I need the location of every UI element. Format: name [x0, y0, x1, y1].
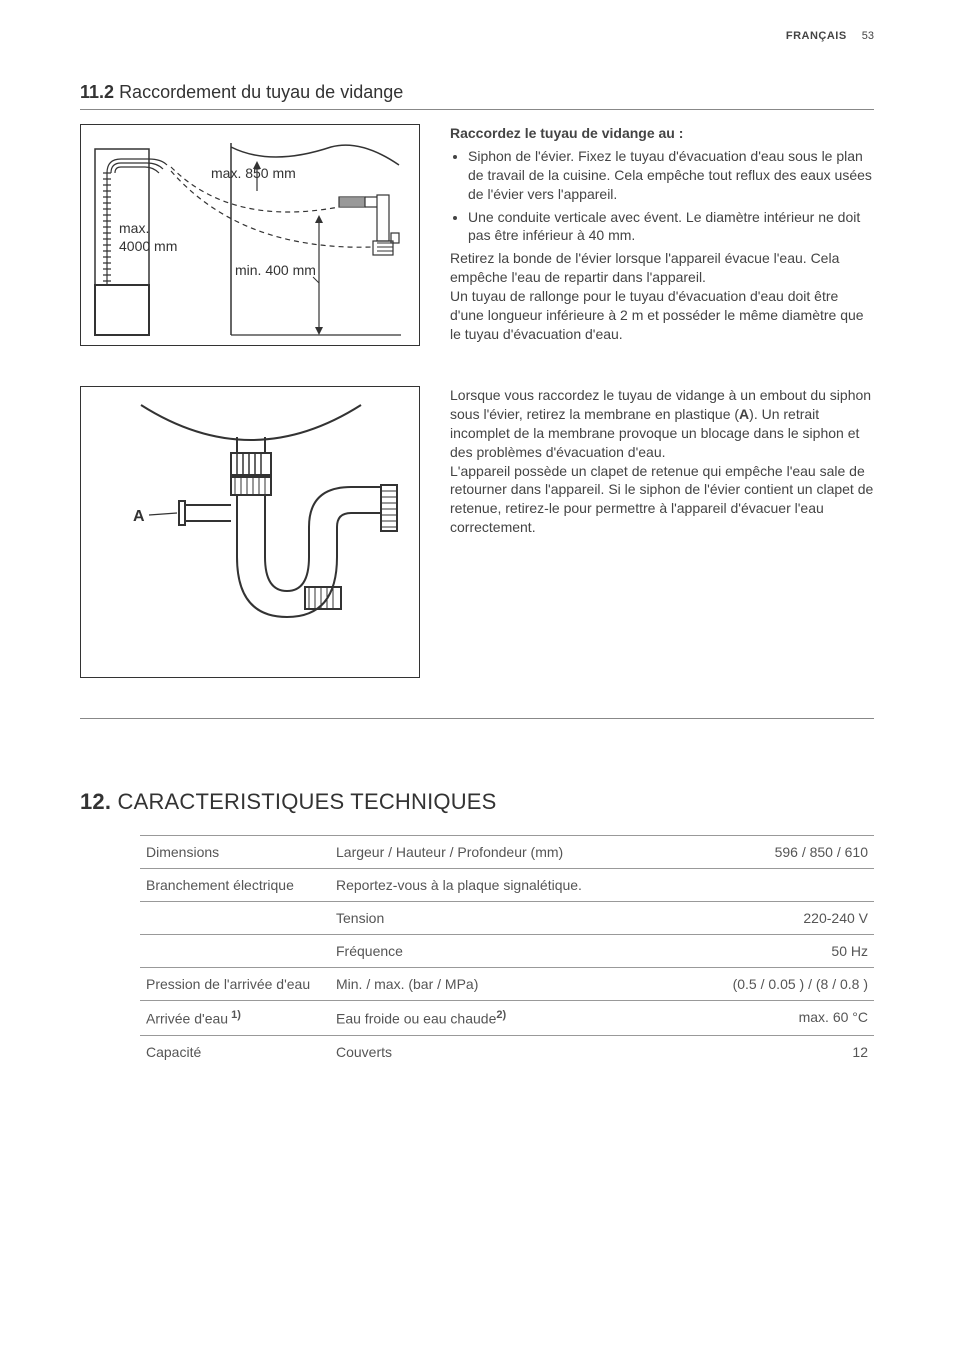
table-cell: Tension — [330, 902, 684, 935]
table-cell: Dimensions — [140, 836, 330, 869]
svg-text:min. 400 mm: min. 400 mm — [235, 262, 316, 278]
table-cell: Fréquence — [330, 935, 684, 968]
table-cell: 596 / 850 / 610 — [684, 836, 874, 869]
table-cell: Branchement électrique — [140, 869, 330, 902]
table-row: Arrivée d'eau 1)Eau froide ou eau chaude… — [140, 1001, 874, 1036]
table-cell — [140, 935, 330, 968]
table-row: Fréquence50 Hz — [140, 935, 874, 968]
content-row-1: max. 850 mm max. 4000 mm min. 400 mm Rac… — [80, 124, 874, 376]
table-cell — [140, 902, 330, 935]
section-title: CARACTERISTIQUES TECHNIQUES — [118, 789, 497, 814]
table-row: Pression de l'arrivée d'eauMin. / max. (… — [140, 968, 874, 1001]
diagram-2-wrap: A — [80, 386, 420, 708]
content-row-2: A Lorsque vous rac — [80, 386, 874, 708]
table-row: Tension220-240 V — [140, 902, 874, 935]
table-row: Branchement électriqueReportez-vous à la… — [140, 869, 874, 902]
table-cell: 50 Hz — [684, 935, 874, 968]
text-block-1: Raccordez le tuyau de vidange au : Sipho… — [450, 124, 874, 376]
table-cell: Arrivée d'eau 1) — [140, 1001, 330, 1036]
divider — [80, 109, 874, 110]
text-block-2: Lorsque vous raccordez le tuyau de vidan… — [450, 386, 874, 708]
diagram-1: max. 850 mm max. 4000 mm min. 400 mm — [80, 124, 420, 346]
text1-para2: Un tuyau de rallonge pour le tuyau d'éva… — [450, 287, 874, 344]
diagram-2: A — [80, 386, 420, 678]
table-row: CapacitéCouverts12 — [140, 1035, 874, 1068]
header-page-number: 53 — [862, 30, 874, 42]
subsection-title: Raccordement du tuyau de vidange — [119, 82, 403, 102]
section-heading: 12. CARACTERISTIQUES TECHNIQUES — [80, 789, 874, 815]
svg-text:A: A — [133, 508, 145, 525]
table-cell: Largeur / Hauteur / Profondeur (mm) — [330, 836, 684, 869]
table-cell: Capacité — [140, 1035, 330, 1068]
svg-text:4000 mm: 4000 mm — [119, 238, 177, 254]
text1-lead: Raccordez le tuyau de vidange au : — [450, 124, 874, 143]
table-cell: Reportez-vous à la plaque signalétique. — [330, 869, 684, 902]
list-item: Une conduite verticale avec évent. Le di… — [468, 208, 874, 246]
page-header: FRANÇAIS 53 — [80, 30, 874, 42]
diagram-1-wrap: max. 850 mm max. 4000 mm min. 400 mm — [80, 124, 420, 376]
list-item: Siphon de l'évier. Fixez le tuyau d'évac… — [468, 147, 874, 204]
svg-text:max.: max. — [119, 220, 149, 236]
text1-bullets: Siphon de l'évier. Fixez le tuyau d'évac… — [450, 147, 874, 245]
text2-para2: L'appareil possède un clapet de retenue … — [450, 462, 874, 538]
table-row: DimensionsLargeur / Hauteur / Profondeur… — [140, 836, 874, 869]
table-cell: 12 — [684, 1035, 874, 1068]
table-cell: Min. / max. (bar / MPa) — [330, 968, 684, 1001]
header-language: FRANÇAIS — [786, 30, 847, 42]
table-cell: 220-240 V — [684, 902, 874, 935]
diag1-label-maxtop: max. 850 mm — [211, 165, 296, 181]
spec-table: DimensionsLargeur / Hauteur / Profondeur… — [140, 835, 874, 1068]
section-number: 12. — [80, 789, 111, 814]
table-cell: Pression de l'arrivée d'eau — [140, 968, 330, 1001]
subsection-number: 11.2 — [80, 82, 114, 102]
table-cell — [684, 869, 874, 902]
subsection-heading: 11.2 Raccordement du tuyau de vidange — [80, 82, 874, 103]
text1-para1: Retirez la bonde de l'évier lorsque l'ap… — [450, 249, 874, 287]
table-cell: Eau froide ou eau chaude2) — [330, 1001, 684, 1036]
table-cell: (0.5 / 0.05 ) / (8 / 0.8 ) — [684, 968, 874, 1001]
text2-para1: Lorsque vous raccordez le tuyau de vidan… — [450, 386, 874, 462]
divider — [80, 718, 874, 719]
table-cell: Couverts — [330, 1035, 684, 1068]
table-cell: max. 60 °C — [684, 1001, 874, 1036]
